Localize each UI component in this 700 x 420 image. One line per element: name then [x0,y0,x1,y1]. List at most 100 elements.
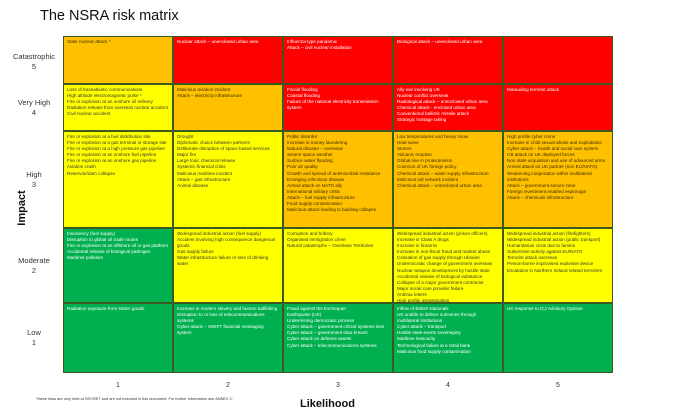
risk-matrix: State nuclear attack * Nuclear attack – u… [63,36,613,373]
risk-item: Hostile state exerts sovereignty [397,330,461,336]
risk-item: Coastal flooding [287,93,320,99]
risk-item: Influenza-type pandemic [287,39,338,44]
matrix-cell: Loss of transatlantic communications High… [63,84,173,131]
matrix-cell: Drought Diplomatic choice between partner… [173,131,283,228]
risk-item: High altitude electromagnetic pulse * [67,93,142,99]
risk-item: CB attack on UK deployed forces [507,152,575,158]
risk-item: Disruption to or loss of telecommunicati… [177,312,265,324]
risk-item: Malicious maritime incident [177,170,233,176]
risk-item: Aviation crash [67,164,96,170]
risk-item: Animal disease [177,182,209,188]
risk-item: Subversive activity against EU/NATO [507,249,583,255]
risk-item: Biological attack – unenclosed urban are… [397,39,483,44]
risk-item: Increase in modern slavery and human tra… [177,306,278,311]
risk-item: Major fire [177,152,197,158]
matrix-cell [503,36,613,84]
likelihood-level-1: 1 [116,382,120,389]
risk-item: Radiological attack – unenclosed urban a… [397,99,488,105]
matrix-cell: Increase in modern slavery and human tra… [173,303,283,373]
risk-item: Ally war involving UK [397,87,440,92]
matrix-cell: Fraud against the Exchequer Earthquake (U… [283,303,393,373]
risk-item: Malicious food supply contamination [397,348,471,354]
risk-item: Poor air quality [287,164,318,170]
risk-item: Earthquake (UK) [287,312,322,318]
impact-level-name: Low [27,328,41,337]
risk-item: Increase in money laundering [287,140,348,146]
risk-item: Terrorist attack overseas [507,255,558,261]
impact-level-name: Very High [17,98,51,107]
risk-item: Attack – fuel supply infrastructure [287,194,355,200]
risk-item: Cessation of gas supply through Ukraine [397,255,480,261]
risk-item: State nuclear attack * [67,39,111,44]
matrix-cell: Insolvency (fuel supply) Disruption to gl… [63,228,173,303]
footnote: *these risks are only held at SECRET and… [36,396,233,401]
risk-item: Fire or explosion at an offshore oil or … [67,243,169,249]
risk-item: Natural disaster – overseas [287,146,343,152]
likelihood-level-3: 3 [336,382,340,389]
risk-item: Volcanic eruption [397,152,432,158]
matrix-cell: Radiation exposure from stolen goods [63,303,173,373]
risk-item: Failure of the national electricity tran… [287,99,379,111]
matrix-cell: Influenza-type pandemic Attack – civil nu… [283,36,393,84]
matrix-cell: UK response to ICJ Advisory Opinion [503,303,613,373]
matrix-cell: Fluvial flooding Coastal flooding Failure … [283,84,393,131]
risk-item: Malicious aviation incident [177,87,231,92]
risk-item: Cyber attack – telecommunications system… [287,342,377,348]
risk-item: Malicious attack leading to building col… [287,207,377,213]
risk-item: Chemical attack – unenclosed urban area [397,182,482,188]
risk-item: Fire or explosion at an onshore fuel pip… [67,152,157,158]
risk-item: Increase in non-fiscal fraud and market … [397,249,491,255]
risk-item: Major social care provider failure [397,285,464,291]
impact-level-catastrophic: Catastrophic 5 [8,52,60,72]
matrix-cell: Corruption and bribery Organised immigrat… [283,228,393,303]
risk-item: Inflow of British Nationals [397,306,449,311]
risk-item: Nuclear attack – unenclosed urban area [177,39,259,44]
matrix-cell: Ally war involving UK Nuclear conflict ov… [393,84,503,131]
risk-item: Fire or explosion at a high pressure gas… [67,146,165,152]
matrix-cell: Malicious aviation incident Attack – elec… [173,84,283,131]
risk-item: Water infrastructure failure or loss of … [177,255,269,267]
risk-item: Person-borne improvised explosive device [507,261,594,267]
risk-item: High profile cyber crime [507,134,556,139]
matrix-cell: Public disorder Increase in money launder… [283,131,393,228]
risk-item: Growth and spread of antimicrobial resis… [287,170,381,176]
risk-item: Civil nuclear accident [67,111,111,117]
risk-item: Strategic hostage taking [397,117,447,123]
risk-item: Public disorder [287,134,318,139]
matrix-cell: Low temperatures and heavy snow Heat wave… [393,131,503,228]
risk-item: Fire or explosion at an onshore oil refi… [67,99,153,105]
risk-item: Undemocratic change of government overse… [397,261,493,267]
risk-item: Attack – government secure zone [507,182,576,188]
risk-item: Nuclear conflict overseas [397,93,449,99]
risk-item: Insolvency (fuel supply) [67,231,116,236]
risk-item: Humanitarian crisis due to famine [507,243,576,249]
risk-item: Deliberate disruption of space based ser… [177,146,270,152]
risk-item: Cyber attack on defence assets [287,336,352,342]
matrix-cell: Marauding terrorist attack [503,84,613,131]
risk-item: Anthrax letters [397,291,427,297]
risk-item: Cyber attack – SWIFT financial messaging… [177,324,264,336]
matrix-cell: Fire or explosion at a fuel distribution… [63,131,173,228]
x-axis-label: Likelihood [300,398,355,410]
risk-item: Cyber attack – health and social care sy… [507,146,599,152]
matrix-cell: State nuclear attack * [63,36,173,84]
risk-item: Armed attack on NATO ally [287,182,343,188]
risk-item: Systemic financial crisis [177,164,226,170]
impact-level-name: High [26,170,42,179]
risk-item: Accidental release of biological pathoge… [67,249,151,255]
matrix-cell: Widespread industrial action (prison off… [393,228,503,303]
risk-item: Malicious rail network incident [397,176,459,182]
page-title: The NSRA risk matrix [40,8,179,24]
risk-item: Surface water flooding [287,158,333,164]
likelihood-level-2: 2 [226,382,230,389]
matrix-cell: High profile cyber crime Increase in chil… [503,131,613,228]
risk-item: Fire or explosion at a fuel distribution… [67,134,151,139]
risk-item: Collapse of a major government contracto… [397,279,484,285]
risk-item: Weakening cooperation within multilatera… [507,170,592,182]
matrix-cell: Widespread industrial action (firefighte… [503,228,613,303]
risk-item: Cyber attack – transport [397,324,447,330]
risk-item: Technological failure at a retail bank [397,342,471,348]
impact-level-value: 1 [31,338,37,347]
risk-item: Global rise in protectionism [397,158,453,164]
risk-item: Organised immigration crime [287,237,346,243]
